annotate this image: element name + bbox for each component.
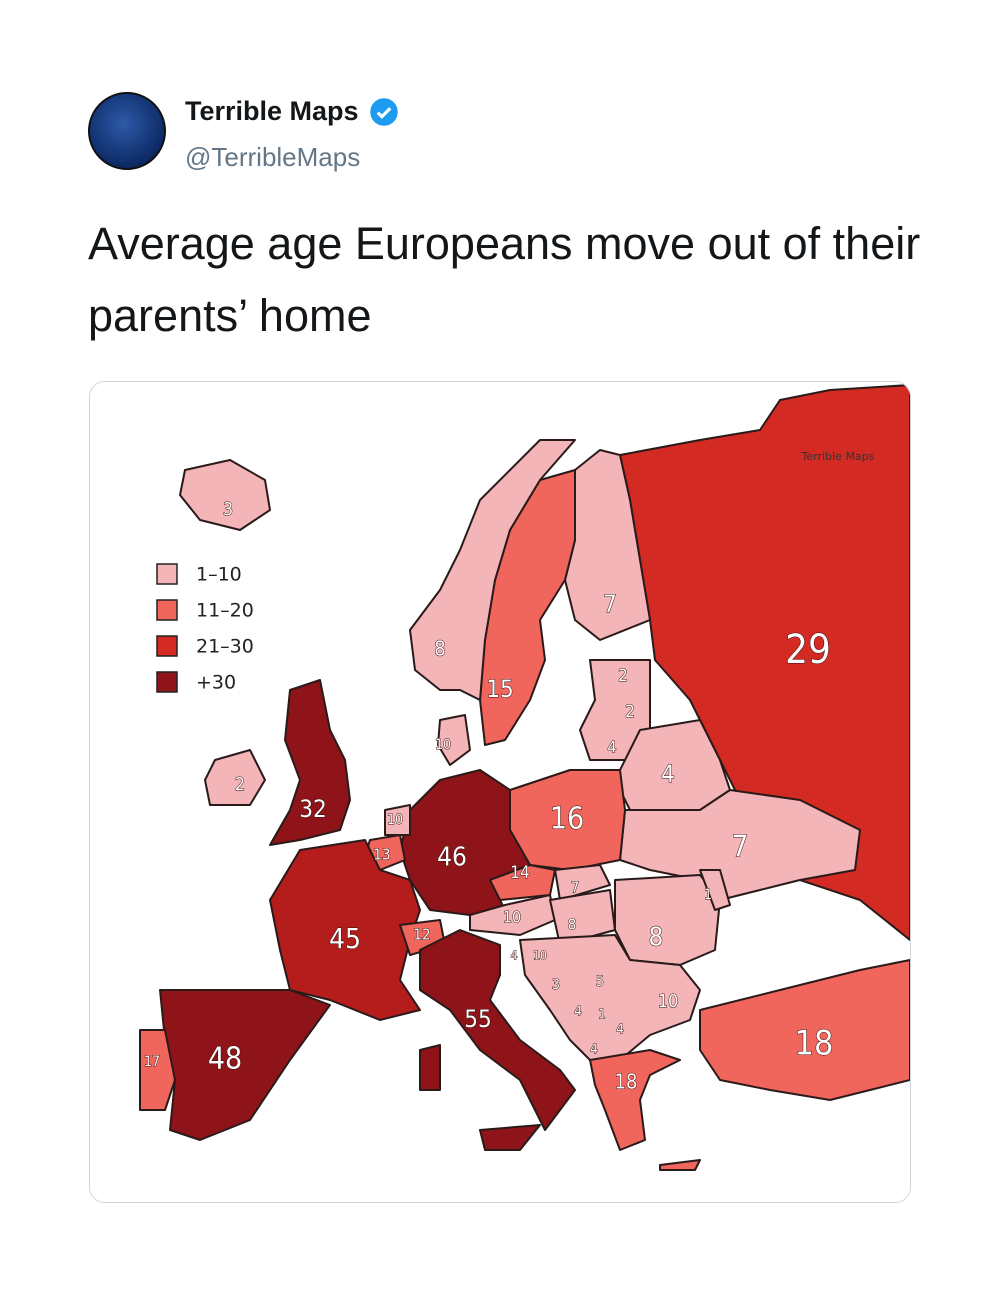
country-value: 16 bbox=[550, 802, 584, 837]
country-value: 7 bbox=[571, 879, 580, 897]
country-value: 10 bbox=[533, 949, 547, 963]
country-value: 13 bbox=[373, 846, 390, 864]
country-value: 2 bbox=[618, 666, 628, 686]
country-value: 2 bbox=[235, 774, 245, 795]
country-value: 3 bbox=[552, 977, 560, 993]
legend-swatch bbox=[156, 671, 178, 693]
country-value: 8 bbox=[434, 637, 445, 661]
country-value: 10 bbox=[387, 812, 403, 828]
countries bbox=[139, 384, 910, 1171]
legend-label: 11–20 bbox=[196, 600, 254, 622]
country-value: 4 bbox=[661, 760, 675, 788]
handle[interactable]: @TerribleMaps bbox=[185, 142, 361, 172]
country-value: 32 bbox=[299, 795, 326, 823]
legend-swatch bbox=[156, 563, 178, 585]
verified-badge bbox=[369, 97, 398, 126]
country-value: 46 bbox=[437, 843, 467, 873]
avatar[interactable] bbox=[88, 92, 166, 170]
country-value: 7 bbox=[731, 830, 748, 865]
country-value: 5 bbox=[596, 974, 604, 990]
country-value: 2 bbox=[625, 702, 635, 722]
country-value: 4 bbox=[511, 949, 518, 963]
country-value: 18 bbox=[795, 1024, 834, 1064]
legend-label: +30 bbox=[196, 672, 236, 694]
country-value: 14 bbox=[510, 863, 529, 883]
country-value: 3 bbox=[223, 499, 233, 520]
country-value: 18 bbox=[615, 1070, 638, 1094]
country-value: 48 bbox=[208, 1042, 242, 1077]
country-value: 4 bbox=[574, 1005, 581, 1020]
legend-label: 1–10 bbox=[196, 564, 242, 586]
country-value: 8 bbox=[568, 916, 577, 934]
country-value: 17 bbox=[144, 1054, 160, 1070]
display-name[interactable]: Terrible Maps bbox=[185, 96, 359, 126]
country-value: 7 bbox=[603, 590, 617, 618]
map: 1–10 11–20 21–30 +30 Terrible Maps 3 8 1… bbox=[90, 382, 910, 1202]
labels: 3 8 15 7 29 2 2 4 4 10 2 32 10 13 46 16 … bbox=[143, 499, 834, 1095]
country-value: 55 bbox=[464, 1005, 491, 1033]
country-value: 4 bbox=[590, 1043, 597, 1058]
tweet-text: Average age Europeans move out of their … bbox=[88, 218, 921, 341]
country-value: 4 bbox=[616, 1023, 623, 1038]
country-value: 10 bbox=[658, 991, 679, 1012]
country-value: 10 bbox=[435, 737, 451, 753]
country-value: 10 bbox=[503, 908, 521, 927]
country-value: 4 bbox=[607, 738, 616, 757]
watermark: Terrible Maps bbox=[801, 450, 875, 463]
country-value: 29 bbox=[785, 627, 831, 673]
country-value: 1 bbox=[598, 1008, 605, 1023]
country-value: 15 bbox=[486, 675, 513, 703]
account-name[interactable]: Terrible Maps bbox=[185, 96, 399, 127]
legend-swatch bbox=[156, 599, 178, 621]
legend: 1–10 11–20 21–30 +30 bbox=[156, 563, 254, 694]
media-card[interactable]: 1–10 11–20 21–30 +30 Terrible Maps 3 8 1… bbox=[89, 381, 911, 1203]
legend-swatch bbox=[156, 635, 178, 657]
country-value: 45 bbox=[329, 922, 361, 955]
country-value: 12 bbox=[413, 926, 430, 944]
legend-label: 21–30 bbox=[196, 636, 254, 658]
country-value: 8 bbox=[649, 923, 664, 953]
country-value: 1 bbox=[704, 887, 712, 903]
